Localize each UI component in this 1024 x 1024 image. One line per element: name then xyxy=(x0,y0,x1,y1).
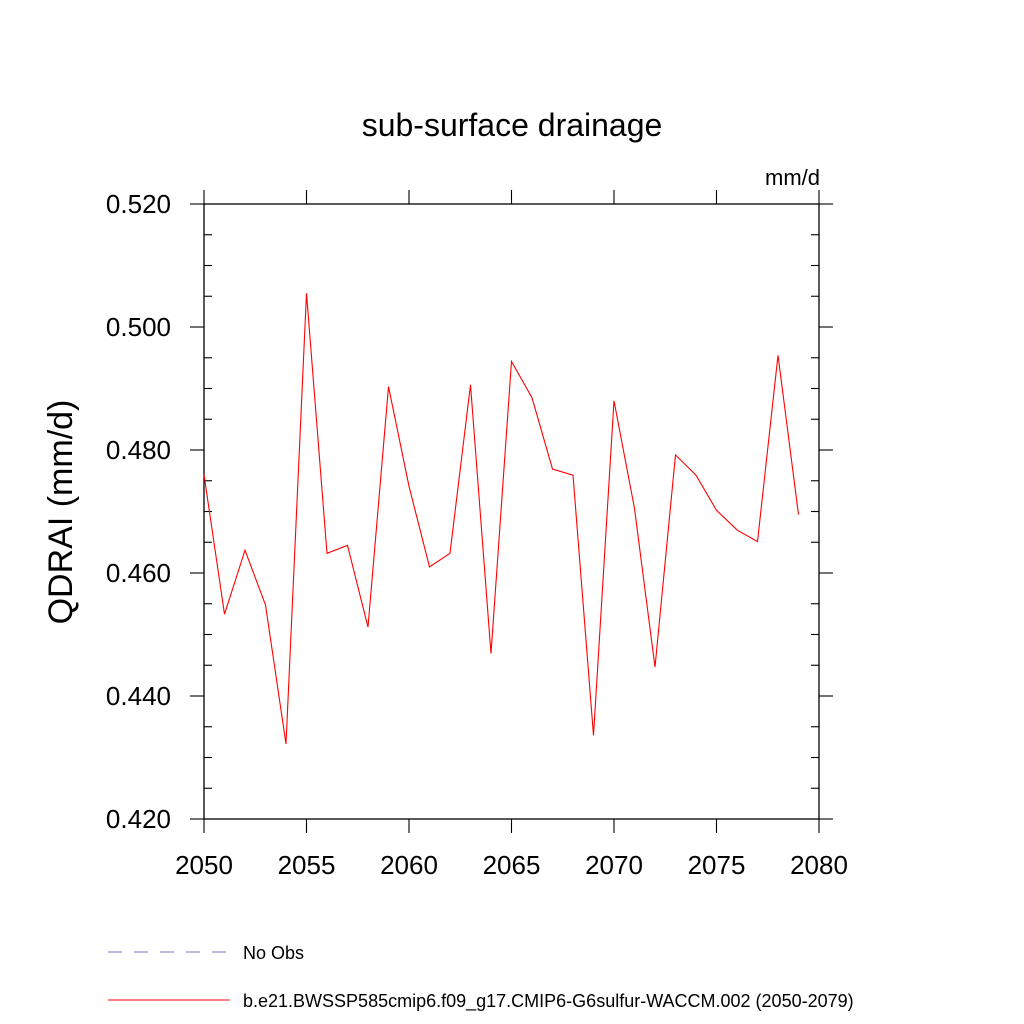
y-tick-labels: 0.420 0.440 0.460 0.480 0.500 0.520 xyxy=(106,189,171,834)
legend-label-no-obs: No Obs xyxy=(243,943,304,963)
legend-label-model-run: b.e21.BWSSP585cmip6.f09_g17.CMIP6-G6sulf… xyxy=(243,991,854,1012)
chart-title: sub-surface drainage xyxy=(362,107,663,143)
units-label: mm/d xyxy=(765,165,820,190)
y-tick-label: 0.460 xyxy=(106,558,171,588)
x-tick-label: 2055 xyxy=(278,850,336,880)
x-tick-label: 2050 xyxy=(175,850,233,880)
y-tick-label: 0.480 xyxy=(106,435,171,465)
series-line xyxy=(203,293,800,745)
x-tick-label: 2075 xyxy=(688,850,746,880)
x-tick-label: 2065 xyxy=(483,850,541,880)
x-tick-labels: 2050 2055 2060 2065 2070 2075 2080 xyxy=(175,850,848,880)
y-axis-label: QDRAI (mm/d) xyxy=(42,400,80,625)
series-lines xyxy=(203,293,800,745)
y-tick-label: 0.440 xyxy=(106,681,171,711)
x-tick-label: 2070 xyxy=(585,850,643,880)
x-tick-label: 2060 xyxy=(380,850,438,880)
y-tick-label: 0.520 xyxy=(106,189,171,219)
axis-ticks xyxy=(190,190,833,833)
x-tick-label: 2080 xyxy=(790,850,848,880)
y-tick-label: 0.500 xyxy=(106,312,171,342)
y-tick-label: 0.420 xyxy=(106,804,171,834)
legend: No Obs b.e21.BWSSP585cmip6.f09_g17.CMIP6… xyxy=(108,943,854,1012)
